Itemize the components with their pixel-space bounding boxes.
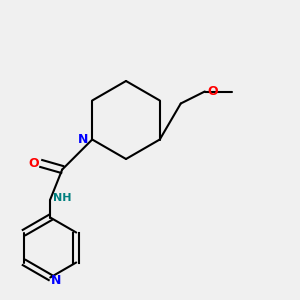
Text: O: O	[208, 85, 218, 98]
Text: N: N	[51, 274, 62, 287]
Text: N: N	[78, 133, 88, 146]
Text: O: O	[28, 157, 39, 170]
Text: NH: NH	[53, 193, 72, 203]
